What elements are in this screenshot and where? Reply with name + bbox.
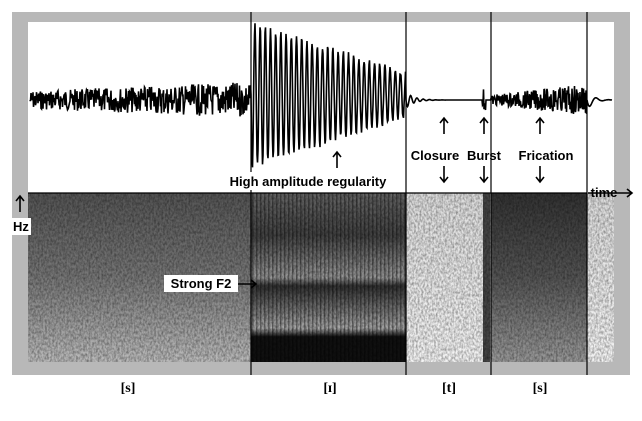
- waveform: [29, 23, 613, 168]
- time-label: time: [591, 185, 618, 200]
- strong-f2-label: Strong F2: [171, 276, 232, 291]
- high-amplitude-label: High amplitude regularity: [230, 174, 388, 189]
- segment-label: [s]: [533, 381, 548, 396]
- segment-label: [ɪ]: [323, 381, 336, 396]
- segment-label: [t]: [442, 381, 456, 396]
- closure-label: Closure: [411, 148, 459, 163]
- frication-label: Frication: [519, 148, 574, 163]
- arrows: [15, 116, 634, 289]
- segment-label: [s]: [121, 381, 136, 396]
- spectrogram: [28, 193, 614, 362]
- burst-label: Burst: [467, 148, 502, 163]
- boundaries: [28, 12, 588, 375]
- hz-label: Hz: [13, 219, 29, 234]
